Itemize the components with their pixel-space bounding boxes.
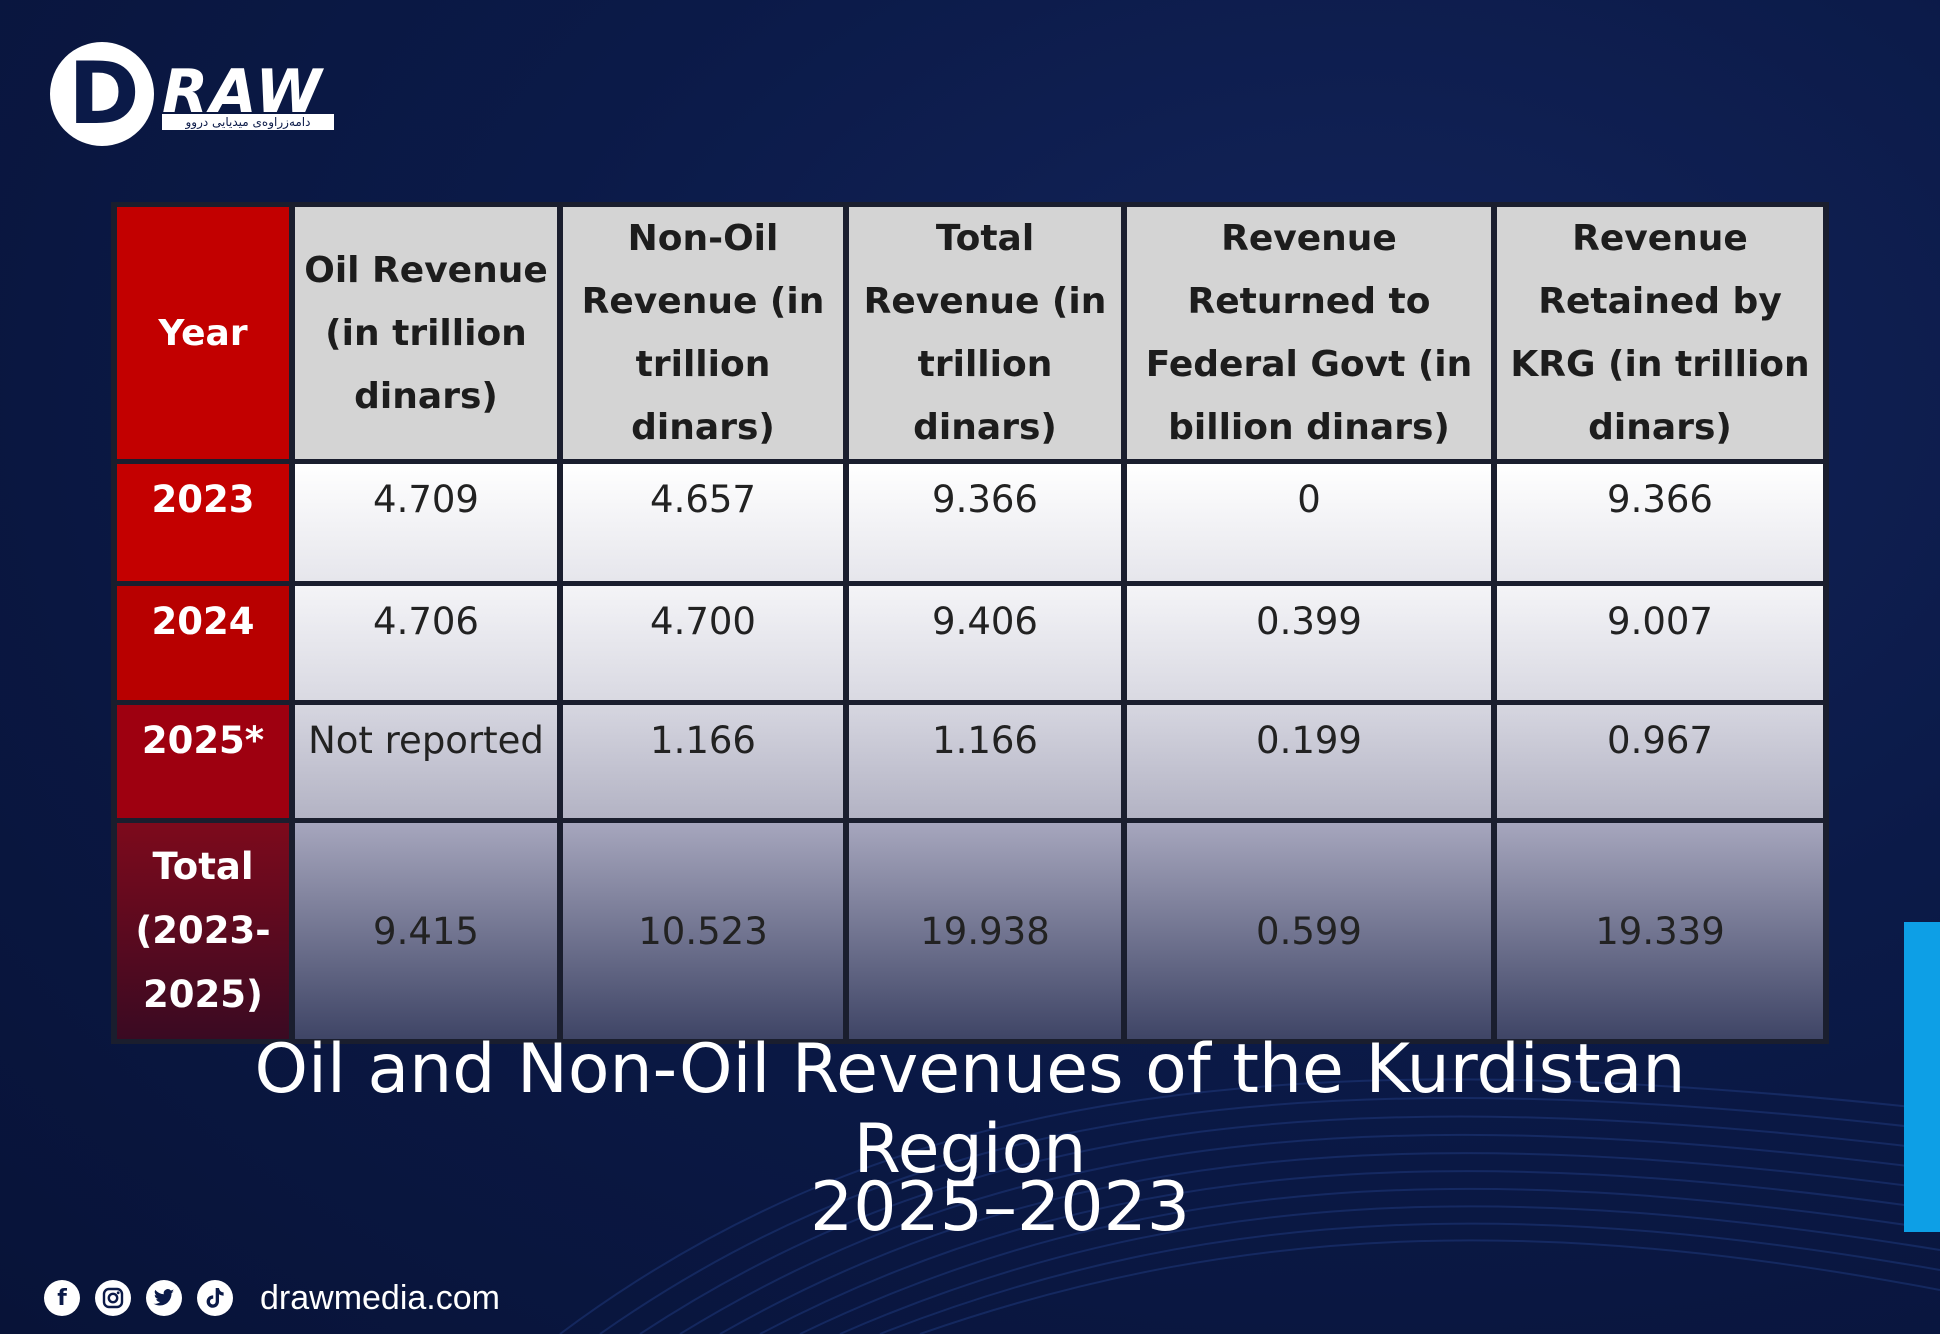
facebook-icon[interactable]: f — [44, 1280, 80, 1316]
column-header-year: Year — [117, 207, 289, 459]
table-row: 2024 4.706 4.700 9.406 0.399 9.007 — [117, 586, 1823, 700]
column-header-non-oil-revenue: Non-Oil Revenue (in trillion dinars) — [563, 207, 843, 459]
logo-word: RAW — [162, 57, 324, 127]
table-cell: 4.700 — [563, 586, 843, 700]
table-cell: 4.709 — [295, 464, 557, 581]
table-cell: 4.706 — [295, 586, 557, 700]
column-header-total-revenue: Total Revenue (in trillion dinars) — [849, 207, 1121, 459]
twitter-icon[interactable] — [146, 1280, 182, 1316]
logo-tagline: دامەزراوەی میدیایی دروو — [162, 114, 334, 130]
table-cell: 9.007 — [1497, 586, 1823, 700]
website-link[interactable]: drawmedia.com — [260, 1278, 500, 1317]
accent-bar — [1904, 922, 1940, 1232]
logo-letter: D — [68, 44, 140, 144]
table-cell: 9.366 — [1497, 464, 1823, 581]
column-header-oil-revenue: Oil Revenue (in trillion dinars) — [295, 207, 557, 459]
total-label-cell: Total (2023-2025) — [117, 823, 289, 1039]
table-header-row: Year Oil Revenue (in trillion dinars) No… — [117, 207, 1823, 459]
table-cell: 10.523 — [563, 823, 843, 1039]
table-cell: 1.166 — [849, 705, 1121, 818]
table-cell: 0.599 — [1127, 823, 1491, 1039]
table-cell: 4.657 — [563, 464, 843, 581]
revenue-table: Year Oil Revenue (in trillion dinars) No… — [111, 202, 1829, 1044]
logo-circle — [50, 42, 154, 146]
revenue-table-container: Year Oil Revenue (in trillion dinars) No… — [111, 202, 1829, 1044]
table-row-total: Total (2023-2025) 9.415 10.523 19.938 0.… — [117, 823, 1823, 1039]
table-cell: 1.166 — [563, 705, 843, 818]
table-cell: 0.199 — [1127, 705, 1491, 818]
page-subtitle: 2025–2023 — [809, 1168, 1191, 1247]
instagram-icon[interactable] — [95, 1280, 131, 1316]
year-cell: 2025* — [117, 705, 289, 818]
table-cell: 19.938 — [849, 823, 1121, 1039]
draw-logo: D RAW دامەزراوەی میدیایی دروو — [50, 40, 350, 155]
column-header-revenue-retained: Revenue Retained by KRG (in trillion din… — [1497, 207, 1823, 459]
table-cell: 0.399 — [1127, 586, 1491, 700]
table-cell: 0 — [1127, 464, 1491, 581]
table-cell: 9.366 — [849, 464, 1121, 581]
table-cell: 19.339 — [1497, 823, 1823, 1039]
table-row: 2023 4.709 4.657 9.366 0 9.366 — [117, 464, 1823, 581]
footer: f drawmedia.com — [44, 1276, 500, 1320]
year-cell: 2023 — [117, 464, 289, 581]
table-row: 2025* Not reported 1.166 1.166 0.199 0.9… — [117, 705, 1823, 818]
table-cell: 9.415 — [295, 823, 557, 1039]
table-cell: 0.967 — [1497, 705, 1823, 818]
year-cell: 2024 — [117, 586, 289, 700]
table-cell: Not reported — [295, 705, 557, 818]
page-title: Oil and Non-Oil Revenues of the Kurdista… — [254, 1030, 1686, 1189]
table-cell: 9.406 — [849, 586, 1121, 700]
tiktok-icon[interactable] — [197, 1280, 233, 1316]
column-header-revenue-returned: Revenue Returned to Federal Govt (in bil… — [1127, 207, 1491, 459]
